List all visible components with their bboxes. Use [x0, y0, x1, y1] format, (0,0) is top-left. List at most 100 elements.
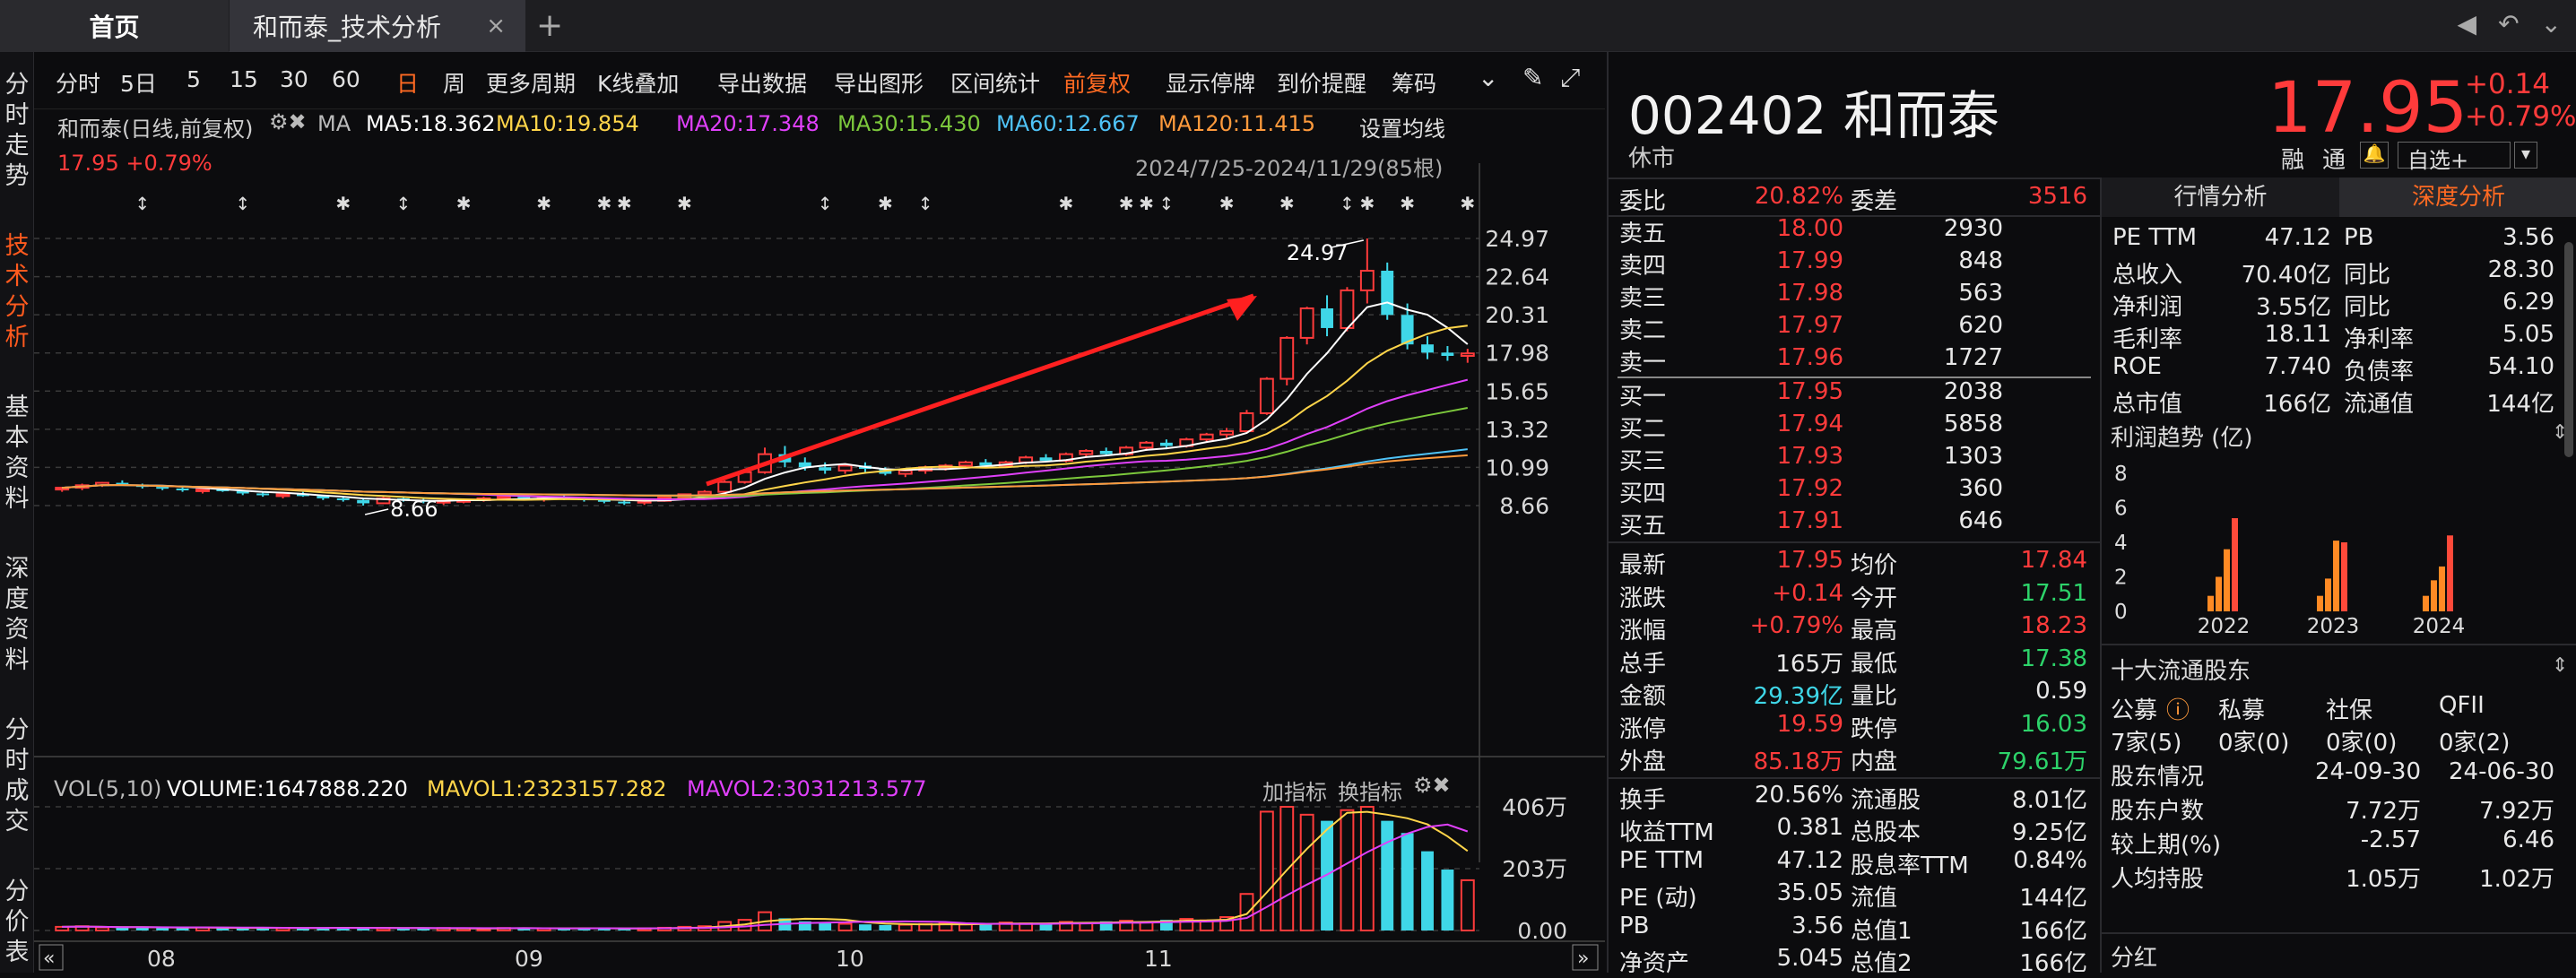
event-marker[interactable]: ↕ — [918, 193, 933, 214]
candle — [357, 499, 370, 504]
undo-icon[interactable]: ↶ — [2498, 9, 2520, 39]
toolbar-item-2[interactable]: 5 — [186, 66, 201, 92]
stat-label: 涨幅 — [1619, 618, 1667, 645]
stat-label2: 流通股 — [1851, 786, 1921, 814]
toolbar-item-13[interactable]: 前复权 — [1063, 71, 1132, 97]
toolbar-item-10[interactable]: 导出数据 — [717, 71, 808, 97]
toolbar-item-8[interactable]: 更多周期 — [486, 71, 577, 97]
toolbar-item-6[interactable]: 日 — [396, 71, 420, 97]
event-marker[interactable]: ↕ — [396, 193, 412, 214]
tab-deep-analysis[interactable]: 深度分析 — [2339, 177, 2576, 217]
event-marker[interactable]: ✱ — [1119, 193, 1134, 214]
tab-market-analysis[interactable]: 行情分析 — [2102, 177, 2339, 217]
event-marker[interactable]: ✱ — [878, 193, 893, 214]
event-marker[interactable]: ✱ — [1359, 193, 1375, 214]
back-icon[interactable]: ◀ — [2457, 9, 2477, 39]
event-marker[interactable]: ✱ — [617, 193, 632, 214]
change-indicator-button[interactable]: 换指标 — [1338, 780, 1402, 805]
toolbar-item-16[interactable]: 筹码 — [1392, 71, 1437, 97]
stat-label: PB — [1619, 912, 1650, 939]
nav-5[interactable]: 分价表 — [0, 877, 34, 968]
kline-chart-area[interactable]: 和而泰(日线,前复权) ⚙✖ MA MA5:18.362 MA10:19.854… — [34, 109, 1605, 973]
add-indicator-button[interactable]: 加指标 — [1262, 780, 1327, 805]
nav-3[interactable]: 深度资料 — [0, 554, 34, 676]
expand-icon[interactable]: ⇕ — [2552, 654, 2569, 677]
toolbar-item-12[interactable]: 区间统计 — [950, 71, 1041, 97]
toolbar-item-14[interactable]: 显示停牌 — [1166, 71, 1256, 97]
bid-price: 17.95 — [1776, 378, 1843, 405]
nav-4[interactable]: 分时成交 — [0, 715, 34, 837]
holder-row-b: 1.02万 — [2479, 866, 2554, 893]
chevron-circle-icon[interactable]: ⌄ — [1478, 63, 1499, 92]
double-right-icon[interactable]: » — [1577, 948, 1589, 970]
event-marker[interactable]: ✱ — [456, 193, 472, 214]
fullscreen-icon[interactable]: ⤢ — [1560, 63, 1581, 92]
event-marker[interactable]: ✱ — [1139, 193, 1154, 214]
holder-row-b: 7.92万 — [2479, 798, 2554, 825]
event-marker[interactable]: ↕ — [134, 193, 150, 214]
metric-row: PE TTM 47.12 PB 3.56 — [2102, 224, 2576, 256]
candle — [1460, 352, 1475, 358]
brush-icon[interactable]: ✎ — [1522, 63, 1544, 92]
candlestick-chart[interactable]: 24.97 22.64 20.31 17.98 15.65 13.32 10.99 8.66 2… — [34, 109, 1605, 973]
market-status: 休市 — [1628, 145, 1676, 172]
low-pointer — [364, 508, 389, 515]
volume-bar — [1401, 833, 1414, 930]
dropdown-icon[interactable]: ⌄ — [2540, 9, 2562, 39]
toolbar-item-1[interactable]: 5日 — [120, 71, 157, 97]
nav-0[interactable]: 分时走势 — [0, 70, 34, 192]
scrollbar[interactable] — [2564, 242, 2573, 457]
event-marker[interactable]: ↕ — [818, 193, 833, 214]
toolbar-item-9[interactable]: K线叠加 — [597, 71, 680, 97]
event-marker[interactable]: ✱ — [677, 193, 692, 214]
event-marker[interactable]: ↕ — [1340, 193, 1355, 214]
double-left-icon[interactable]: « — [43, 948, 55, 970]
event-marker[interactable]: ✱ — [596, 193, 611, 214]
toolbar-item-15[interactable]: 到价提醒 — [1277, 71, 1367, 97]
stat-row: 金额 29.39亿 量比 0.59 — [1609, 678, 2100, 710]
holder-type-value: 0家(0) — [2326, 730, 2398, 757]
stat-row: 外盘 85.18万 内盘 79.61万 — [1609, 743, 2100, 775]
volume-bar — [317, 927, 330, 930]
holder-row: 较上期(%) -2.57 6.46 — [2102, 827, 2576, 859]
event-marker[interactable]: ↕ — [235, 193, 250, 214]
add-tab-icon[interactable]: + — [536, 7, 564, 44]
event-marker[interactable]: ✱ — [1400, 193, 1415, 214]
toolbar-item-0[interactable]: 分时 — [56, 71, 101, 97]
indicator-gear-icon[interactable]: ⚙✖ — [1413, 773, 1451, 798]
event-marker[interactable]: ✱ — [1059, 193, 1074, 214]
event-marker[interactable]: ✱ — [536, 193, 551, 214]
toolbar-item-7[interactable]: 周 — [443, 71, 466, 97]
event-marker[interactable]: ✱ — [1279, 193, 1295, 214]
volume-bar — [879, 924, 892, 930]
scroll-left-button[interactable] — [39, 944, 64, 971]
event-marker[interactable]: ✱ — [1219, 193, 1235, 214]
nav-2[interactable]: 基本资料 — [0, 393, 34, 515]
candle — [195, 488, 210, 492]
nav-char: 度 — [4, 585, 30, 613]
scroll-right-button[interactable] — [1572, 944, 1599, 971]
tab-technical-analysis[interactable]: 和而泰_技术分析 × — [230, 0, 525, 52]
toolbar-item-3[interactable]: 15 — [230, 66, 258, 92]
holder-row-label: 人均持股 — [2111, 866, 2205, 893]
event-marker[interactable]: ✱ — [335, 193, 351, 214]
tab-home[interactable]: 首页 — [0, 0, 229, 52]
ma-settings-button[interactable]: 设置均线 — [1359, 117, 1445, 142]
toolbar-item-5[interactable]: 60 — [332, 66, 360, 92]
close-icon[interactable]: × — [486, 13, 506, 39]
event-marker[interactable]: ✱ — [1460, 193, 1475, 214]
candle — [1159, 442, 1173, 446]
nav-1[interactable]: 技术分析 — [0, 231, 34, 353]
expand-icon[interactable]: ⇕ — [2552, 421, 2569, 444]
toolbar-item-11[interactable]: 导出图形 — [834, 71, 924, 97]
bell-icon[interactable]: 🔔 — [2360, 142, 2389, 169]
candle — [819, 467, 832, 471]
gear-icon[interactable]: ⚙✖ — [269, 109, 307, 134]
volume-bar — [176, 927, 189, 930]
add-watchlist-button[interactable]: 自选+ — [2398, 142, 2511, 173]
toolbar-item-4[interactable]: 30 — [280, 66, 308, 92]
help-icon[interactable]: ⓘ — [2166, 697, 2190, 724]
event-marker[interactable]: ↕ — [1159, 193, 1175, 214]
stat-label: 收益TTM — [1619, 819, 1714, 846]
watchlist-dropdown-icon[interactable]: ▾ — [2514, 142, 2537, 169]
